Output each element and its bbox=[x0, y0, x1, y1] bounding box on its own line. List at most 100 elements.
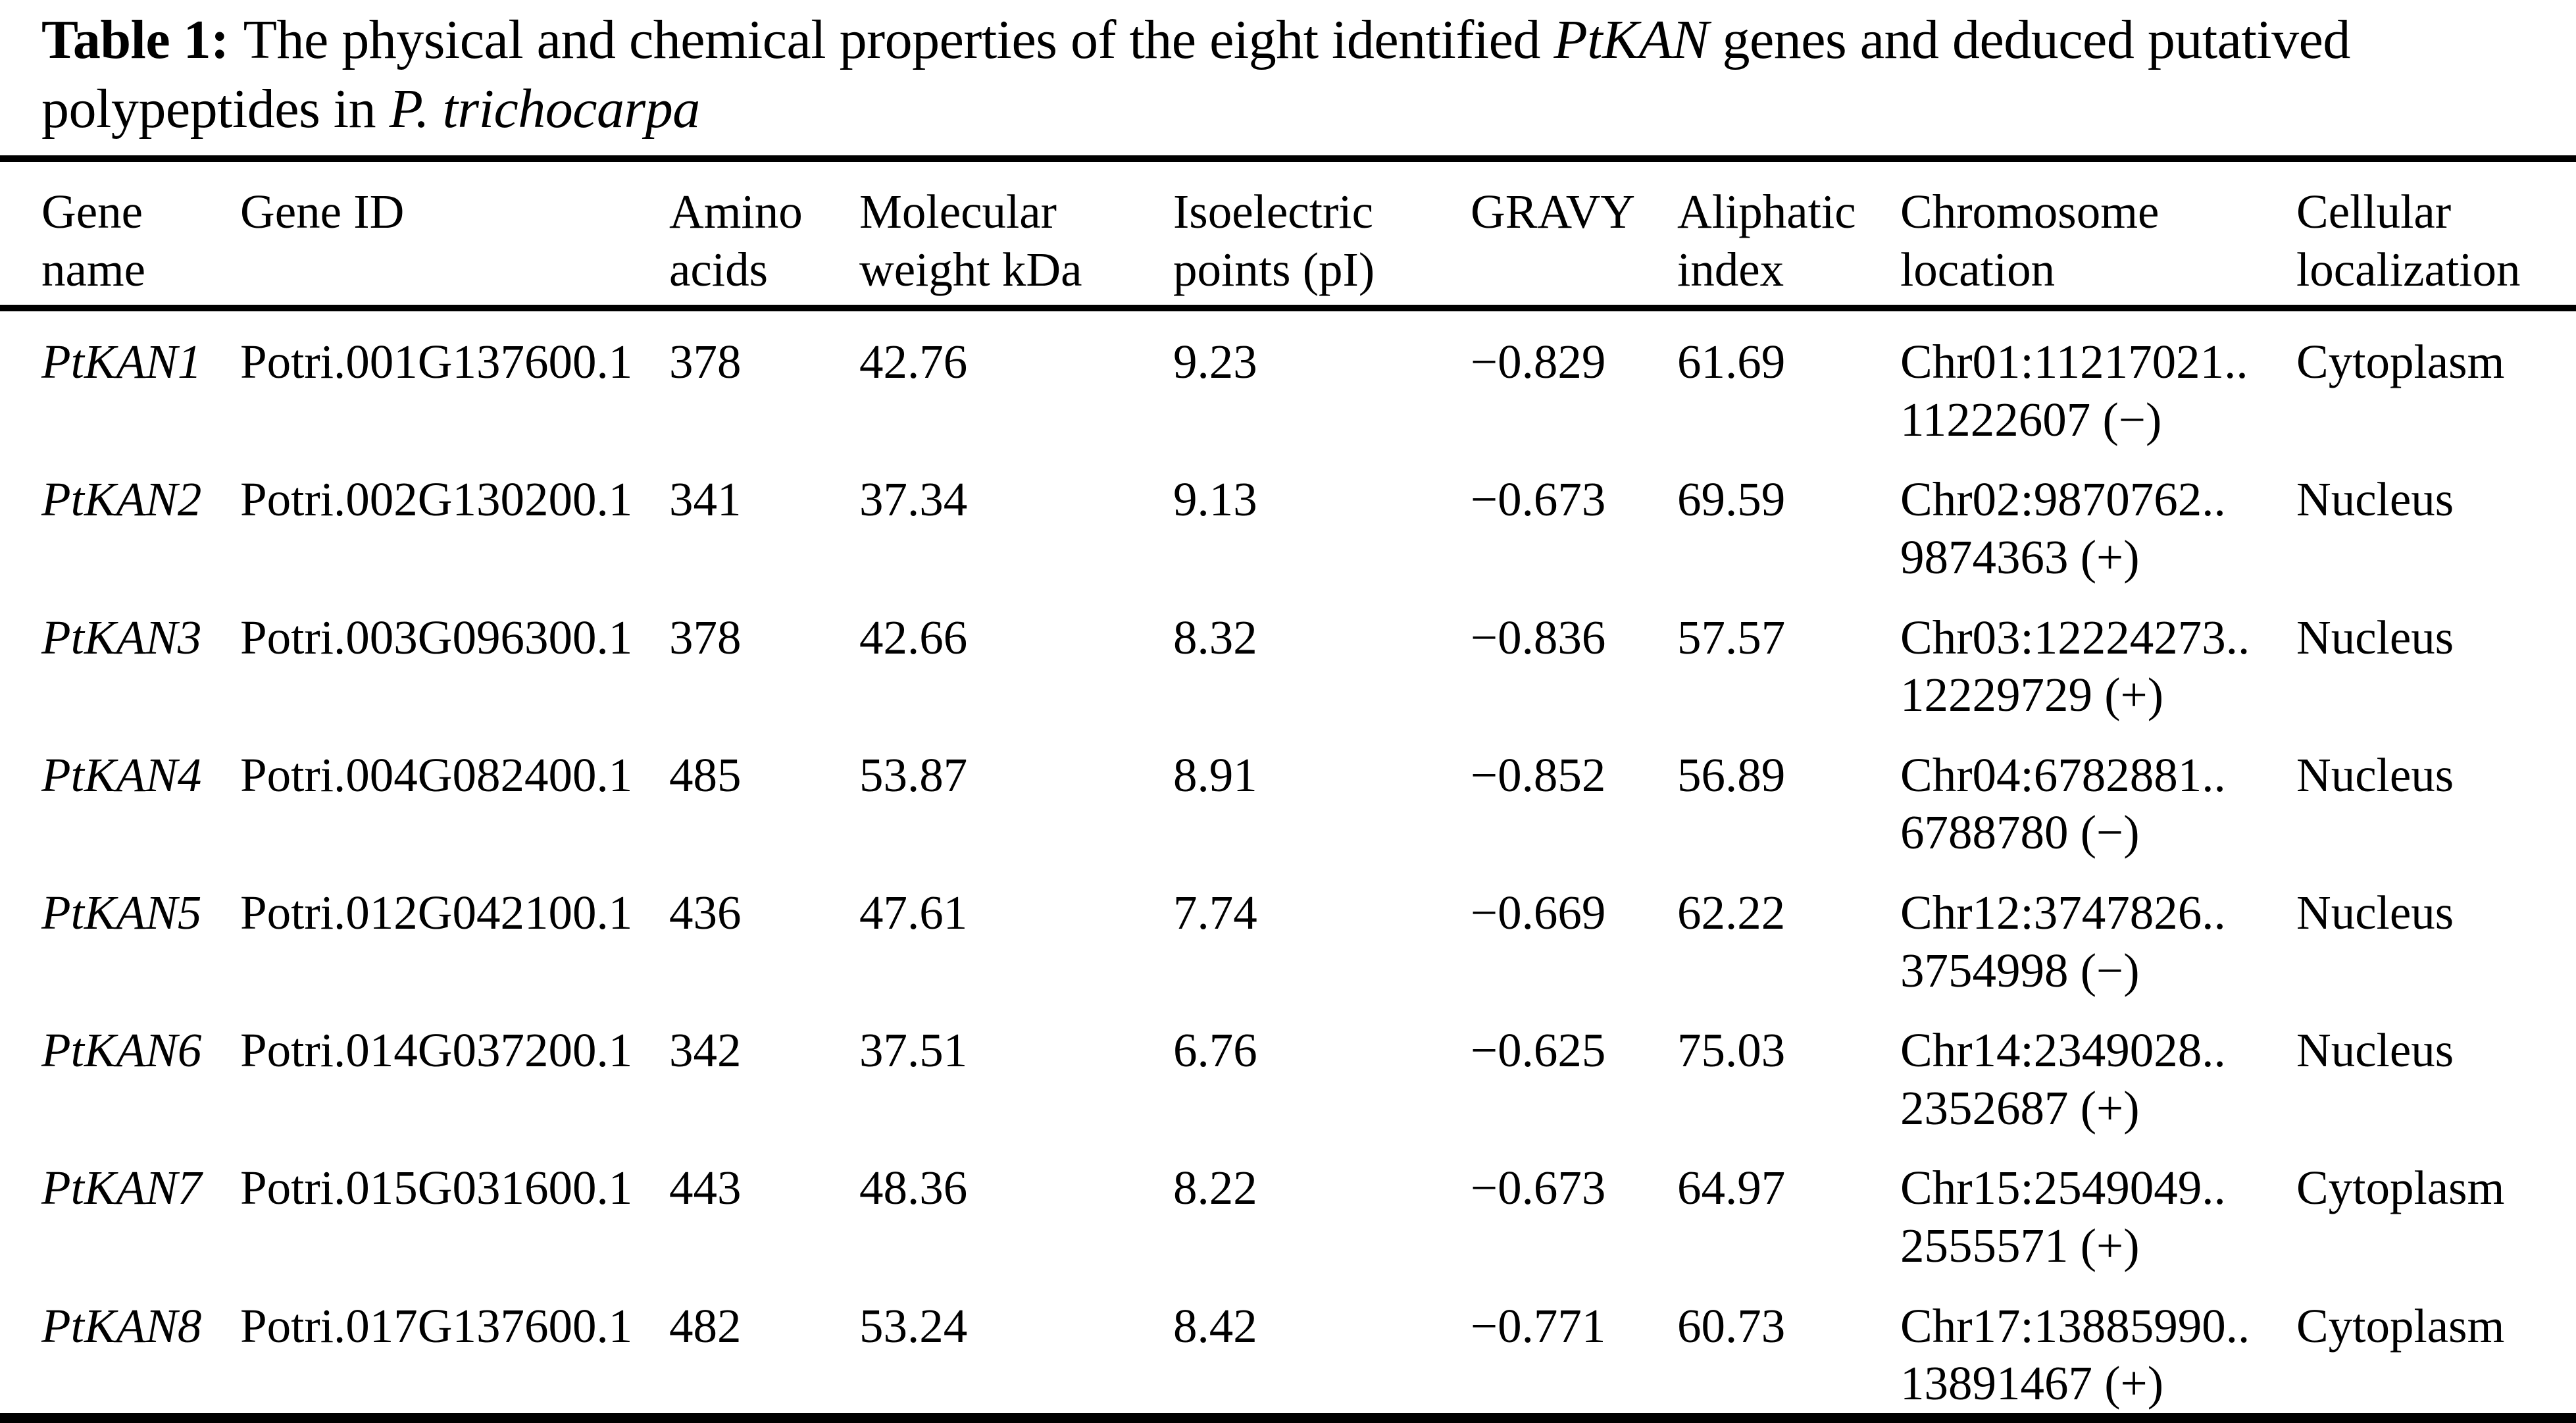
cell-amino-acids: 342 bbox=[669, 1023, 742, 1077]
cell-gene-id: Potri.003G096300.1 bbox=[240, 610, 633, 664]
cell-amino-acids: 378 bbox=[669, 335, 742, 389]
cell-gene-id: Potri.004G082400.1 bbox=[240, 748, 633, 802]
cell-gravy: −0.836 bbox=[1471, 610, 1606, 664]
cell-gene-id: Potri.002G130200.1 bbox=[240, 473, 633, 527]
header-chromosome-location: Chromosome location bbox=[1900, 159, 2296, 312]
table-row: PtKAN1 Potri.001G137600.1 378 42.76 9.23… bbox=[0, 308, 2576, 449]
cell-gene-id: Potri.017G137600.1 bbox=[240, 1299, 633, 1353]
caption-line-2: polypeptides in P. trichocarpa bbox=[41, 74, 2563, 143]
caption-line-1: Table 1: The physical and chemical proper… bbox=[41, 5, 2563, 74]
cell-cellular-localization: Nucleus bbox=[2296, 1023, 2454, 1077]
caption-label: Table 1: bbox=[41, 9, 229, 70]
cell-gene-name: PtKAN2 bbox=[41, 473, 202, 527]
cell-amino-acids: 482 bbox=[669, 1299, 742, 1353]
cell-cellular-localization: Nucleus bbox=[2296, 748, 2454, 802]
cell-gravy: −0.673 bbox=[1471, 1161, 1606, 1215]
table-row: PtKAN4 Potri.004G082400.1 485 53.87 8.91… bbox=[0, 725, 2576, 862]
header-molecular-weight: Molecular weight kDa bbox=[859, 159, 1173, 312]
cell-molecular-weight: 47.61 bbox=[859, 885, 968, 939]
caption-gene-italic: PtKAN bbox=[1553, 9, 1709, 70]
cell-chromosome-location: Chr02:9870762.. 9874363 (+) bbox=[1900, 473, 2226, 584]
cell-aliphatic-index: 62.22 bbox=[1677, 885, 1786, 939]
cell-gene-id: Potri.012G042100.1 bbox=[240, 885, 633, 939]
cell-gene-name: PtKAN3 bbox=[41, 610, 202, 664]
cell-chromosome-location: Chr01:11217021.. 11222607 (−) bbox=[1900, 335, 2248, 446]
cell-amino-acids: 485 bbox=[669, 748, 742, 802]
cell-molecular-weight: 37.51 bbox=[859, 1023, 968, 1077]
table-row: PtKAN3 Potri.003G096300.1 378 42.66 8.32… bbox=[0, 587, 2576, 725]
caption-species-italic: P. trichocarpa bbox=[389, 78, 701, 140]
cell-aliphatic-index: 56.89 bbox=[1677, 748, 1786, 802]
cell-cellular-localization: Cytoplasm bbox=[2296, 1161, 2505, 1215]
cell-aliphatic-index: 69.59 bbox=[1677, 473, 1786, 527]
cell-isoelectric-point: 8.32 bbox=[1173, 610, 1257, 664]
cell-gene-name: PtKAN4 bbox=[41, 748, 202, 802]
cell-chromosome-location: Chr12:3747826.. 3754998 (−) bbox=[1900, 885, 2226, 997]
cell-gravy: −0.771 bbox=[1471, 1299, 1606, 1353]
cell-chromosome-location: Chr15:2549049.. 2555571 (+) bbox=[1900, 1161, 2226, 1272]
cell-molecular-weight: 53.24 bbox=[859, 1299, 968, 1353]
cell-amino-acids: 378 bbox=[669, 610, 742, 664]
table-row: PtKAN8 Potri.017G137600.1 482 53.24 8.42… bbox=[0, 1276, 2576, 1418]
cell-chromosome-location: Chr14:2349028.. 2352687 (+) bbox=[1900, 1023, 2226, 1135]
cell-molecular-weight: 42.66 bbox=[859, 610, 968, 664]
cell-gene-id: Potri.014G037200.1 bbox=[240, 1023, 633, 1077]
table-row: PtKAN6 Potri.014G037200.1 342 37.51 6.76… bbox=[0, 1000, 2576, 1137]
caption-text-2: genes and deduced putatived bbox=[1708, 9, 2350, 70]
cell-isoelectric-point: 9.13 bbox=[1173, 473, 1257, 527]
header-gravy: GRAVY bbox=[1470, 159, 1677, 312]
cell-molecular-weight: 42.76 bbox=[859, 335, 968, 389]
cell-gravy: −0.852 bbox=[1471, 748, 1606, 802]
cell-aliphatic-index: 57.57 bbox=[1677, 610, 1786, 664]
table-body: PtKAN1 Potri.001G137600.1 378 42.76 9.23… bbox=[0, 308, 2576, 1418]
cell-isoelectric-point: 8.22 bbox=[1173, 1161, 1257, 1215]
cell-gene-name: PtKAN1 bbox=[41, 335, 202, 389]
table-row: PtKAN5 Potri.012G042100.1 436 47.61 7.74… bbox=[0, 862, 2576, 1000]
header-row: Gene name Gene ID Amino acids Molecular wei… bbox=[0, 159, 2576, 312]
cell-gene-id: Potri.001G137600.1 bbox=[240, 335, 633, 389]
header-gene-name: Gene name bbox=[0, 159, 240, 312]
cell-gene-id: Potri.015G031600.1 bbox=[240, 1161, 633, 1215]
cell-gene-name: PtKAN5 bbox=[41, 885, 202, 939]
cell-chromosome-location: Chr17:13885990.. 13891467 (+) bbox=[1900, 1299, 2250, 1410]
cell-cellular-localization: Nucleus bbox=[2296, 610, 2454, 664]
table-header: Gene name Gene ID Amino acids Molecular wei… bbox=[0, 159, 2576, 312]
cell-amino-acids: 341 bbox=[669, 473, 742, 527]
cell-aliphatic-index: 61.69 bbox=[1677, 335, 1786, 389]
cell-cellular-localization: Nucleus bbox=[2296, 885, 2454, 939]
cell-isoelectric-point: 6.76 bbox=[1173, 1023, 1257, 1077]
header-amino-acids: Amino acids bbox=[669, 159, 859, 312]
cell-molecular-weight: 48.36 bbox=[859, 1161, 968, 1215]
table-row: PtKAN2 Potri.002G130200.1 341 37.34 9.13… bbox=[0, 449, 2576, 586]
cell-isoelectric-point: 9.23 bbox=[1173, 335, 1257, 389]
cell-chromosome-location: Chr03:12224273.. 12229729 (+) bbox=[1900, 610, 2250, 722]
cell-gravy: −0.669 bbox=[1471, 885, 1606, 939]
cell-aliphatic-index: 64.97 bbox=[1677, 1161, 1786, 1215]
header-gene-id: Gene ID bbox=[240, 159, 669, 312]
cell-cellular-localization: Cytoplasm bbox=[2296, 1299, 2505, 1353]
cell-cellular-localization: Nucleus bbox=[2296, 473, 2454, 527]
table-caption: Table 1: The physical and chemical proper… bbox=[41, 5, 2563, 143]
cell-isoelectric-point: 8.91 bbox=[1173, 748, 1257, 802]
cell-isoelectric-point: 7.74 bbox=[1173, 885, 1257, 939]
header-isoelectric-points: Isoelectric points (pI) bbox=[1173, 159, 1470, 312]
cell-molecular-weight: 37.34 bbox=[859, 473, 968, 527]
cell-gravy: −0.673 bbox=[1471, 473, 1606, 527]
cell-aliphatic-index: 75.03 bbox=[1677, 1023, 1786, 1077]
cell-gene-name: PtKAN6 bbox=[41, 1023, 202, 1077]
caption-text-1: The physical and chemical properties of … bbox=[243, 9, 1554, 70]
cell-gene-name: PtKAN7 bbox=[41, 1161, 202, 1215]
cell-amino-acids: 436 bbox=[669, 885, 742, 939]
cell-gravy: −0.829 bbox=[1471, 335, 1606, 389]
cell-isoelectric-point: 8.42 bbox=[1173, 1299, 1257, 1353]
cell-gravy: −0.625 bbox=[1471, 1023, 1606, 1077]
table-row: PtKAN7 Potri.015G031600.1 443 48.36 8.22… bbox=[0, 1137, 2576, 1275]
cell-aliphatic-index: 60.73 bbox=[1677, 1299, 1786, 1353]
cell-amino-acids: 443 bbox=[669, 1161, 742, 1215]
cell-molecular-weight: 53.87 bbox=[859, 748, 968, 802]
cell-chromosome-location: Chr04:6782881.. 6788780 (−) bbox=[1900, 748, 2226, 860]
header-cellular-localization: Cellular localization bbox=[2296, 159, 2576, 312]
cell-cellular-localization: Cytoplasm bbox=[2296, 335, 2505, 389]
properties-table: Gene name Gene ID Amino acids Molecular wei… bbox=[0, 155, 2576, 1423]
header-aliphatic-index: Aliphatic index bbox=[1677, 159, 1900, 312]
